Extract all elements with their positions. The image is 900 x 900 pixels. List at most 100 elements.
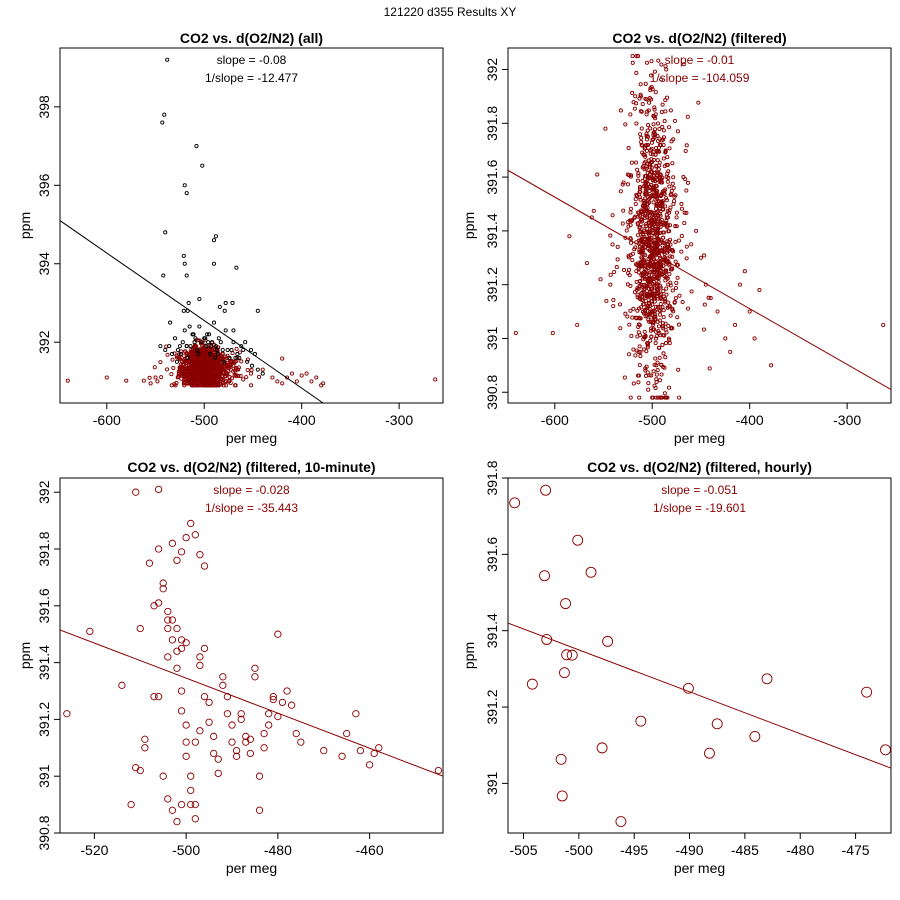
panel-filtered-point-filtered <box>641 270 646 275</box>
panel-filtered-point-filtered <box>663 150 668 155</box>
panel-filtered-point-filtered <box>643 81 648 86</box>
panel-filtered-point-filtered <box>662 333 667 338</box>
panel-filtered-point-filtered <box>631 381 636 386</box>
panel-filtered-point-filtered <box>635 222 641 227</box>
panel-filtered-point-filtered <box>635 167 640 172</box>
panel-ten-minute-point-10-minute-means <box>283 687 291 695</box>
panel-filtered-point-filtered <box>625 314 630 319</box>
panel-filtered-point-filtered <box>677 395 682 400</box>
panel-filtered-point-filtered <box>649 225 654 230</box>
panel-filtered-point-filtered <box>649 326 654 331</box>
panel-filtered-point-filtered <box>682 221 687 226</box>
panel-filtered-point-filtered <box>654 230 659 235</box>
panel-all-point-filtered <box>233 359 238 364</box>
panel-all-point-excluded <box>158 344 163 349</box>
panel-filtered-point-filtered <box>647 200 652 205</box>
panel-filtered-point-filtered <box>628 308 633 313</box>
panel-filtered-point-filtered <box>670 161 675 166</box>
panel-ten-minute-point-10-minute-means <box>164 616 172 624</box>
panel-filtered-point-filtered <box>655 319 660 324</box>
panel-filtered-point-filtered <box>652 105 657 110</box>
panel-filtered-point-filtered <box>648 148 653 153</box>
panel-filtered-point-filtered <box>640 165 645 170</box>
panel-filtered-point-filtered <box>653 329 658 334</box>
panel-all-point-excluded <box>211 261 217 266</box>
panel-filtered-fit-line <box>508 169 891 390</box>
panel-ten-minute-point-10-minute-means <box>251 673 259 681</box>
panel-filtered-point-filtered <box>608 272 613 277</box>
panel-filtered-point-filtered <box>627 273 632 278</box>
panel-all-point-excluded <box>222 308 227 313</box>
panel-all-point-filtered <box>227 378 232 383</box>
panel-filtered-point-filtered <box>630 315 635 320</box>
panel-all-point-filtered <box>179 349 184 354</box>
panel-ten-minute-point-10-minute-means <box>63 710 71 718</box>
panel-ten-minute-point-10-minute-means <box>196 551 204 559</box>
panel-filtered-point-filtered <box>634 54 639 59</box>
panel-ten-minute-point-10-minute-means <box>260 744 268 752</box>
panel-all-point-filtered <box>177 352 182 357</box>
panel-filtered-point-filtered <box>615 257 620 262</box>
panel-filtered-point-filtered <box>644 131 649 136</box>
panel-all-point-filtered <box>232 373 237 378</box>
panel-filtered-point-filtered <box>641 302 646 307</box>
panel-all-point-excluded <box>167 344 172 349</box>
panel-ten-minute-point-10-minute-means <box>182 752 190 760</box>
panel-filtered-point-filtered <box>629 333 634 339</box>
panel-filtered-point-filtered <box>673 296 678 301</box>
panel-filtered-point-filtered <box>633 160 639 165</box>
panel-filtered-point-filtered <box>643 307 648 312</box>
panel-filtered-point-filtered <box>637 185 643 190</box>
panel-filtered-point-filtered <box>656 219 661 224</box>
panel-hourly: CO2 vs. d(O2/N2) (filtered, hourly) slop… <box>461 459 892 876</box>
panel-ten-minute-ytick-label: 391 <box>36 764 52 788</box>
panel-all-point-filtered <box>189 383 194 388</box>
panel-all-point-filtered <box>224 383 229 388</box>
panel-filtered-point-filtered <box>684 143 689 148</box>
panel-filtered-point-filtered <box>649 97 654 102</box>
panel-all-point-excluded <box>223 328 228 333</box>
panel-all-point-filtered <box>224 355 229 360</box>
panel-filtered-point-filtered <box>662 274 667 279</box>
panel-ten-minute-point-10-minute-means <box>164 624 172 633</box>
panel-all-point-filtered <box>218 376 224 381</box>
panel-all-point-filtered <box>270 375 275 380</box>
panel-all-point-filtered <box>208 364 213 369</box>
panel-all-point-filtered <box>249 368 254 373</box>
panel-filtered-point-filtered <box>649 183 654 188</box>
panel-all-point-filtered <box>178 365 183 370</box>
panel-filtered-point-filtered <box>645 142 651 148</box>
panel-ten-minute-point-10-minute-means <box>191 800 199 809</box>
panel-filtered-point-filtered <box>645 161 650 166</box>
panel-ten-minute-annotation-slope: slope = -0.028 <box>213 483 290 497</box>
panel-all-point-filtered <box>189 362 194 367</box>
panel-filtered-point-filtered <box>654 363 659 368</box>
panel-hourly-point-hourly-means <box>880 744 891 756</box>
panel-filtered-point-filtered <box>671 175 676 180</box>
panel-filtered-point-filtered <box>651 173 657 178</box>
panel-filtered-point-filtered <box>642 235 647 240</box>
panel-hourly-annotation-inverse-slope: 1/slope = -19.601 <box>653 501 746 515</box>
panel-filtered-point-filtered <box>649 240 654 245</box>
panel-filtered-point-filtered <box>650 395 655 400</box>
panel-filtered-point-filtered <box>657 345 662 350</box>
panel-filtered-point-filtered <box>652 69 657 74</box>
panel-filtered-point-filtered <box>655 158 660 163</box>
panel-filtered-point-filtered <box>640 178 645 183</box>
panel-filtered-point-filtered <box>635 295 640 300</box>
panel-filtered-point-filtered <box>674 224 679 229</box>
panel-ten-minute-point-10-minute-means <box>150 602 158 610</box>
panel-ten-minute-point-10-minute-means <box>177 687 186 695</box>
panel-all-point-filtered <box>206 375 211 380</box>
panel-filtered-point-filtered <box>644 239 649 244</box>
panel-filtered-point-filtered <box>670 326 675 331</box>
panel-filtered-point-filtered <box>670 248 675 253</box>
panel-ten-minute-point-10-minute-means <box>200 562 209 570</box>
panel-all-point-excluded <box>191 332 196 337</box>
panel-filtered-point-filtered <box>633 353 638 358</box>
panel-all-point-excluded <box>182 183 187 188</box>
panel-all-point-filtered <box>209 369 214 375</box>
panel-hourly-point-hourly-means <box>615 816 627 827</box>
panel-hourly-point-hourly-means <box>861 686 873 698</box>
panel-filtered-point-filtered <box>645 109 650 114</box>
